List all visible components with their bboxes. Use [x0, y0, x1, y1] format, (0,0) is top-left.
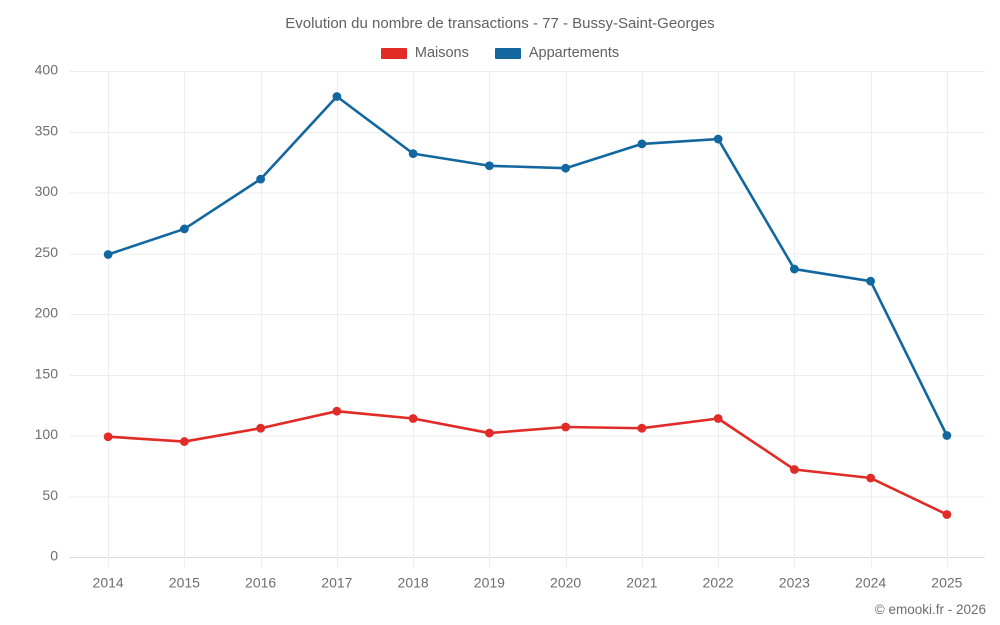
x-axis-tick-label: 2014: [93, 574, 124, 590]
legend-label-maisons: Maisons: [414, 45, 469, 61]
data-point[interactable]: [866, 276, 876, 286]
grid-layer: [70, 71, 985, 567]
credit-text: © emooki.fr - 2026: [874, 602, 986, 617]
x-axis-tick-label: 2015: [169, 574, 200, 590]
series-maisons: [103, 406, 952, 519]
x-axis-tick-label: 2019: [474, 574, 505, 590]
data-point[interactable]: [179, 224, 189, 234]
legend-swatch-appartements: [494, 47, 521, 59]
y-axis-tick-label: 300: [35, 183, 59, 199]
data-point[interactable]: [256, 174, 266, 184]
series-line: [106, 95, 949, 437]
y-axis-tick-label: 350: [35, 122, 59, 138]
legend-item-appartements[interactable]: Appartements: [494, 45, 620, 61]
data-point[interactable]: [561, 163, 571, 173]
y-axis-tick-label: 150: [35, 365, 59, 381]
data-point[interactable]: [179, 437, 189, 446]
data-point[interactable]: [332, 92, 342, 101]
data-point[interactable]: [637, 139, 647, 149]
data-point[interactable]: [484, 161, 494, 171]
y-axis-tick-label: 50: [42, 487, 58, 503]
x-axis-tick-label: 2022: [703, 574, 734, 590]
data-point[interactable]: [561, 422, 571, 432]
data-point[interactable]: [103, 250, 113, 259]
x-axis-tick-label: 2020: [550, 574, 581, 590]
chart-title: Evolution du nombre de transactions - 77…: [285, 15, 715, 32]
series-line: [106, 409, 949, 516]
data-point[interactable]: [256, 423, 266, 433]
y-axis-labels: 0 50 100 150 200 250 300 350 400: [35, 62, 59, 564]
x-axis-tick-label: 2024: [855, 574, 886, 590]
legend-item-maisons[interactable]: Maisons: [380, 45, 469, 61]
legend-label-appartements: Appartements: [528, 45, 620, 61]
x-axis-tick-label: 2025: [931, 574, 962, 590]
data-point[interactable]: [713, 134, 723, 144]
y-axis-tick-label: 200: [35, 305, 59, 321]
data-point[interactable]: [332, 406, 342, 416]
data-point[interactable]: [942, 431, 952, 440]
data-point[interactable]: [942, 510, 952, 519]
data-point[interactable]: [789, 465, 799, 474]
x-axis-tick-label: 2021: [626, 574, 657, 590]
data-point[interactable]: [103, 432, 113, 442]
series-layer: [103, 92, 952, 519]
data-point[interactable]: [484, 428, 494, 438]
data-point[interactable]: [866, 473, 876, 483]
y-axis-tick-label: 400: [35, 62, 59, 78]
x-axis-tick-label: 2017: [321, 574, 352, 590]
series-appartements: [103, 92, 952, 440]
x-axis-tick-label: 2018: [398, 574, 429, 590]
x-axis-labels: 2014 2015 2016 2017 2018 2019 2020 2021 2022 2023…: [93, 574, 963, 590]
data-point[interactable]: [713, 414, 723, 423]
data-point[interactable]: [637, 423, 647, 433]
data-point[interactable]: [408, 414, 418, 423]
y-axis-tick-label: 100: [35, 426, 59, 442]
data-point[interactable]: [408, 149, 418, 159]
x-axis-tick-label: 2023: [779, 574, 810, 590]
y-axis-tick-label: 0: [50, 548, 58, 564]
chart-legend: Maisons Appartements: [0, 45, 1000, 61]
y-axis-tick-label: 250: [35, 244, 59, 260]
x-axis-tick-label: 2016: [245, 574, 276, 590]
data-point[interactable]: [789, 264, 799, 274]
legend-swatch-maisons: [380, 47, 407, 59]
